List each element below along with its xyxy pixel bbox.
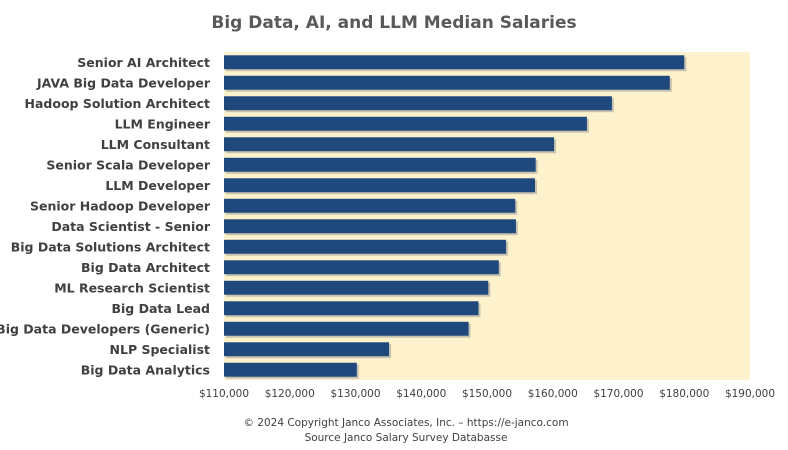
footer-copyright: © 2024 Copyright Janco Associates, Inc. … bbox=[243, 417, 568, 429]
category-label: Big Data Solutions Architect bbox=[11, 239, 210, 254]
category-label: Senior Hadoop Developer bbox=[30, 198, 211, 213]
category-label: Big Data Developers (Generic) bbox=[0, 321, 210, 336]
category-label: LLM Consultant bbox=[101, 137, 210, 152]
x-tick-label: $150,000 bbox=[462, 388, 512, 400]
bar bbox=[224, 116, 587, 131]
bar bbox=[224, 342, 390, 357]
category-label: Hadoop Solution Architect bbox=[25, 96, 210, 111]
x-tick-label: $190,000 bbox=[725, 388, 775, 400]
bar bbox=[224, 301, 479, 316]
bar bbox=[224, 55, 685, 70]
category-label: JAVA Big Data Developer bbox=[36, 75, 211, 90]
bar bbox=[224, 321, 469, 336]
x-tick-label: $170,000 bbox=[593, 388, 643, 400]
bar bbox=[224, 219, 516, 234]
bar bbox=[224, 239, 507, 254]
bars-group bbox=[224, 55, 687, 379]
category-label: LLM Developer bbox=[105, 178, 210, 193]
bar bbox=[224, 137, 555, 152]
category-label: Big Data Architect bbox=[81, 260, 210, 275]
bar bbox=[224, 280, 489, 295]
category-label: Big Data Lead bbox=[111, 301, 210, 316]
category-label: Senior Scala Developer bbox=[46, 157, 210, 172]
bar bbox=[224, 362, 357, 377]
category-label: LLM Engineer bbox=[115, 116, 211, 131]
bar bbox=[224, 96, 612, 111]
bar bbox=[224, 157, 536, 172]
x-tick-label: $160,000 bbox=[528, 388, 578, 400]
bar bbox=[224, 260, 499, 275]
footer-source: Source Janco Salary Survey Databasse bbox=[305, 432, 508, 444]
x-tick-label: $110,000 bbox=[199, 388, 249, 400]
bar bbox=[224, 75, 670, 90]
category-label: NLP Specialist bbox=[110, 342, 211, 357]
x-axis-ticks-group: $110,000 $120,000 $130,000 $140,000 $150,000… bbox=[199, 388, 775, 400]
bar bbox=[224, 198, 516, 213]
category-labels-group: Senior AI Architect JAVA Big Data Develop… bbox=[0, 55, 211, 378]
category-label: Big Data Analytics bbox=[81, 362, 210, 377]
chart-title: Big Data, AI, and LLM Median Salaries bbox=[211, 13, 576, 33]
category-label: ML Research Scientist bbox=[54, 280, 210, 295]
x-tick-label: $140,000 bbox=[396, 388, 446, 400]
x-tick-label: $120,000 bbox=[265, 388, 315, 400]
category-label: Senior AI Architect bbox=[77, 55, 210, 70]
x-tick-label: $130,000 bbox=[330, 388, 380, 400]
bar bbox=[224, 178, 535, 193]
x-tick-label: $180,000 bbox=[659, 388, 709, 400]
category-label: Data Scientist - Senior bbox=[51, 219, 210, 234]
